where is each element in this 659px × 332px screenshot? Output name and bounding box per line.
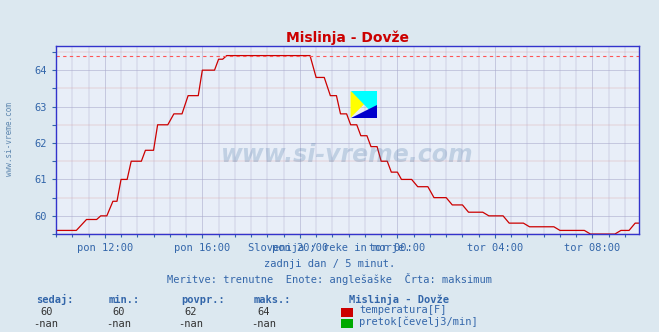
- Text: Slovenija / reke in morje.: Slovenija / reke in morje.: [248, 243, 411, 253]
- Text: -nan: -nan: [106, 319, 131, 329]
- Text: www.si-vreme.com: www.si-vreme.com: [221, 143, 474, 167]
- Text: 64: 64: [258, 307, 270, 317]
- Text: -nan: -nan: [34, 319, 59, 329]
- Polygon shape: [351, 105, 377, 118]
- Text: Mislinja - Dovže: Mislinja - Dovže: [349, 294, 449, 305]
- Text: 62: 62: [185, 307, 197, 317]
- Text: pretok[čevelj3/min]: pretok[čevelj3/min]: [359, 316, 478, 327]
- Polygon shape: [351, 92, 377, 118]
- Text: -nan: -nan: [179, 319, 204, 329]
- Title: Mislinja - Dovže: Mislinja - Dovže: [286, 31, 409, 45]
- Text: min.:: min.:: [109, 295, 140, 305]
- Text: maks.:: maks.:: [254, 295, 291, 305]
- Text: temperatura[F]: temperatura[F]: [359, 305, 447, 315]
- Text: povpr.:: povpr.:: [181, 295, 225, 305]
- Text: 60: 60: [40, 307, 52, 317]
- Text: Meritve: trenutne  Enote: anglešaške  Črta: maksimum: Meritve: trenutne Enote: anglešaške Črta…: [167, 273, 492, 285]
- Text: www.si-vreme.com: www.si-vreme.com: [5, 103, 14, 176]
- Text: zadnji dan / 5 minut.: zadnji dan / 5 minut.: [264, 259, 395, 269]
- Polygon shape: [351, 92, 377, 118]
- Text: sedaj:: sedaj:: [36, 294, 74, 305]
- Text: 60: 60: [113, 307, 125, 317]
- Text: -nan: -nan: [251, 319, 276, 329]
